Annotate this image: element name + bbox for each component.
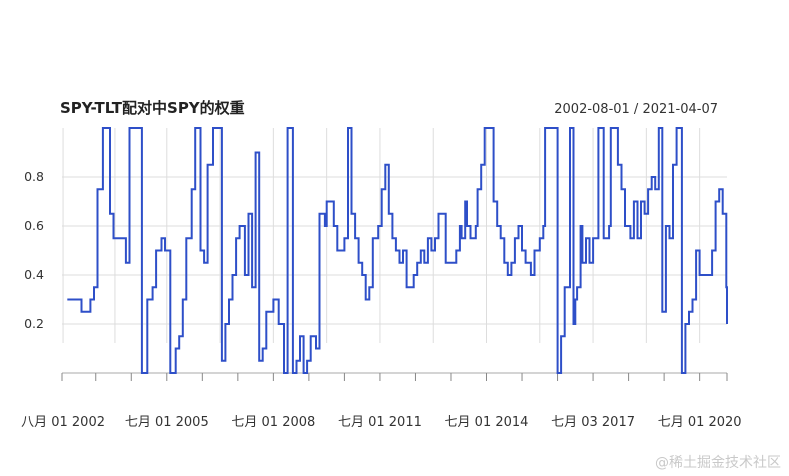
x-tick-label: 七月 01 2008	[231, 415, 315, 430]
x-tick-labels: 八月 01 2002 七月 01 2005 七月 01 2008 七月 01 2011…	[21, 415, 741, 430]
chart-title: SPY-TLT配对中SPY的权重	[60, 99, 245, 117]
x-tick-label: 七月 01 2014	[445, 415, 529, 430]
y-tick-label: 0.8	[24, 169, 44, 184]
axis-layer	[61, 372, 728, 381]
x-tick-label: 七月 03 2017	[551, 415, 635, 430]
y-tick-label: 0.6	[24, 218, 44, 233]
watermark: @稀土掘金技术社区	[655, 455, 781, 471]
x-tick-label: 七月 01 2011	[338, 415, 422, 430]
weight-series-line	[67, 127, 728, 374]
x-tick-label: 八月 01 2002	[21, 415, 105, 430]
grid-layer	[62, 128, 727, 343]
x-tick-label: 七月 01 2020	[658, 415, 742, 430]
y-tick-labels: 0.2 0.4 0.6 0.8	[24, 169, 44, 331]
series-layer	[67, 127, 728, 374]
date-range: 2002-08-01 / 2021-04-07	[554, 102, 718, 117]
y-tick-label: 0.2	[24, 316, 44, 331]
y-tick-label: 0.4	[24, 267, 44, 282]
x-tick-label: 七月 01 2005	[125, 415, 209, 430]
